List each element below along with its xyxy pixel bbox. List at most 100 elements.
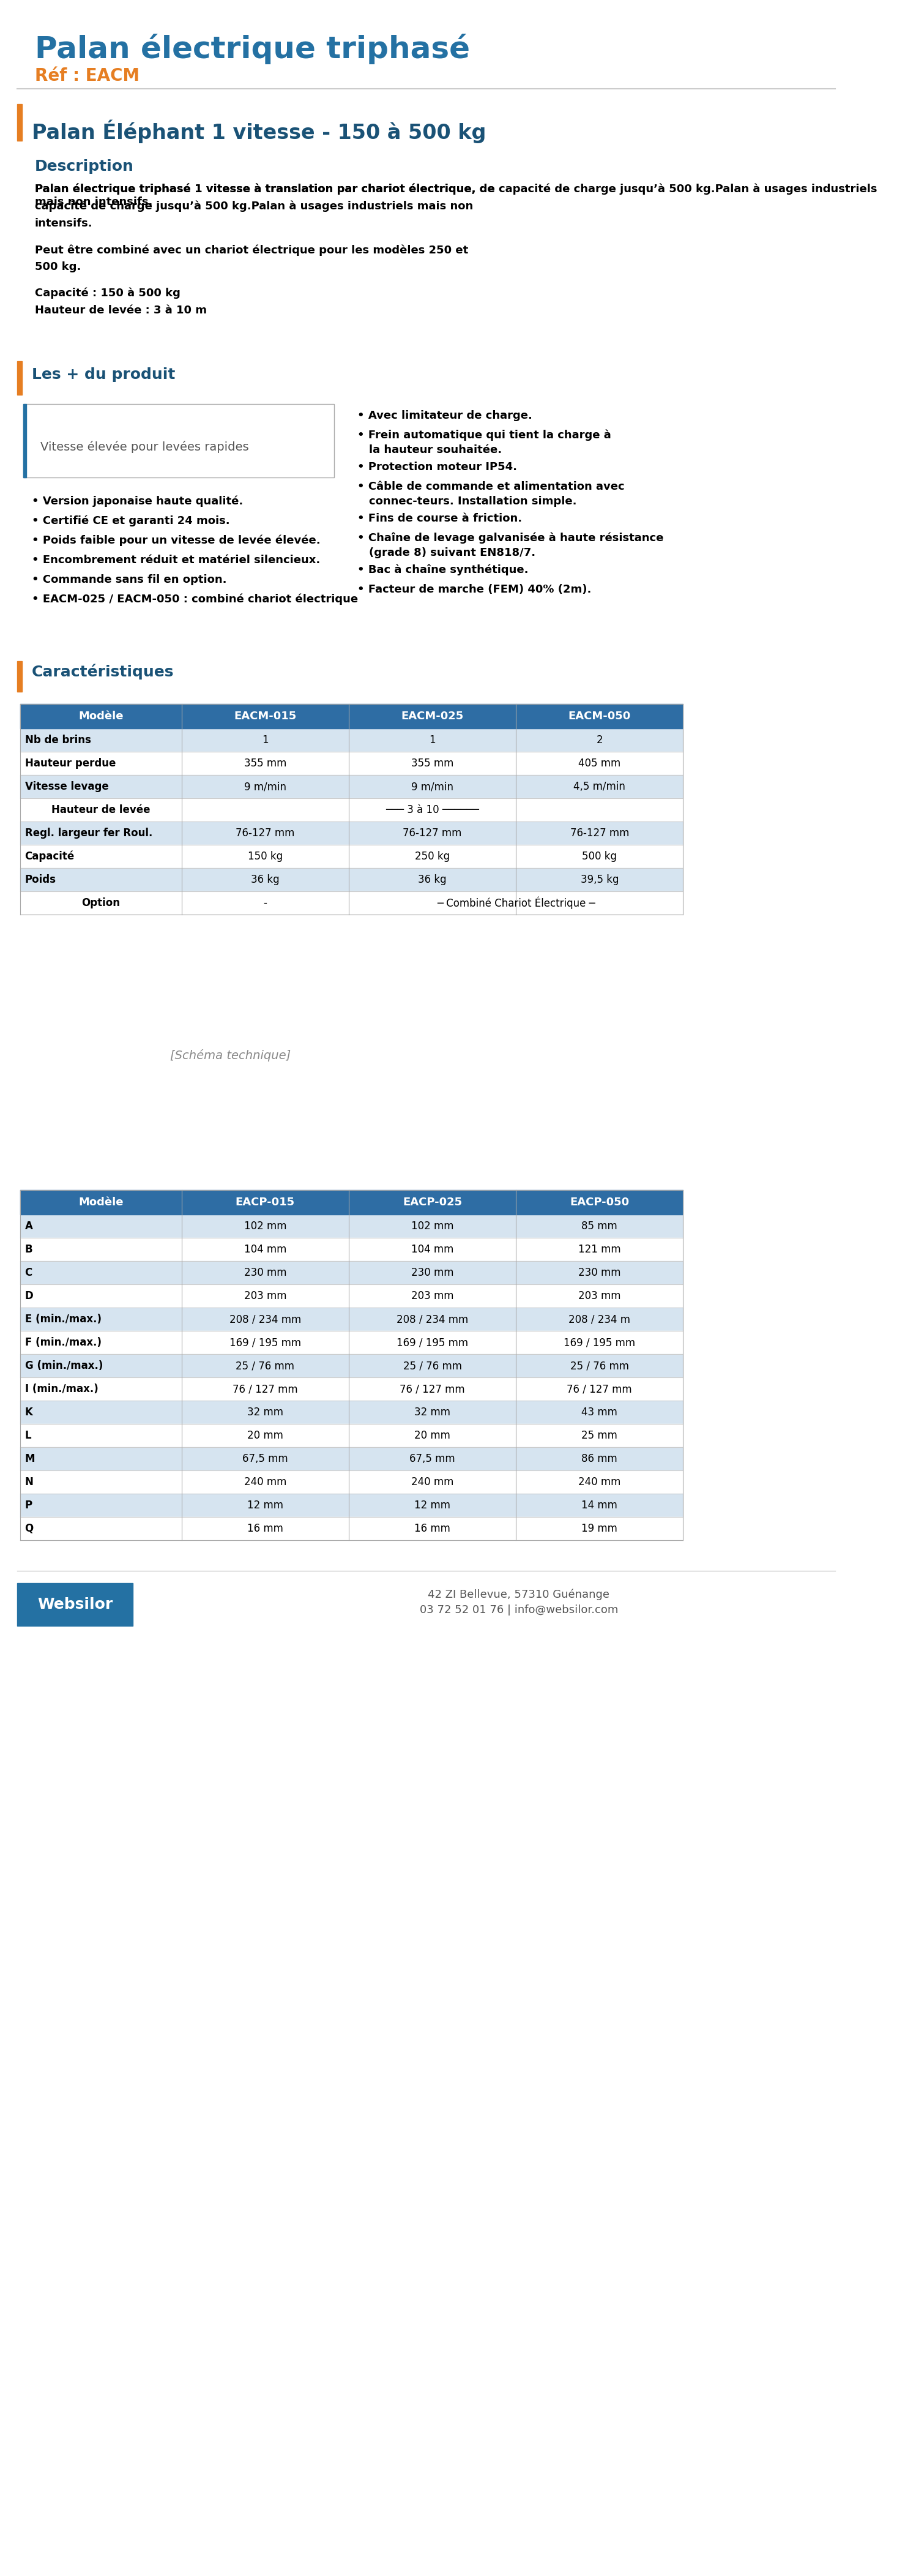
Bar bbox=[20, 1378, 683, 1401]
Text: P: P bbox=[24, 1499, 33, 1512]
Text: 104 mm: 104 mm bbox=[244, 1244, 286, 1255]
Text: 208 / 234 m: 208 / 234 m bbox=[568, 1314, 631, 1324]
Text: C: C bbox=[24, 1267, 33, 1278]
Text: 203 mm: 203 mm bbox=[244, 1291, 287, 1301]
Text: 230 mm: 230 mm bbox=[244, 1267, 287, 1278]
Text: 76-127 mm: 76-127 mm bbox=[403, 827, 462, 840]
Text: 32 mm: 32 mm bbox=[247, 1406, 283, 1417]
Bar bbox=[20, 1190, 182, 1213]
Text: (grade 8) suivant EN818/7.: (grade 8) suivant EN818/7. bbox=[369, 546, 536, 559]
Text: • Frein automatique qui tient la charge à: • Frein automatique qui tient la charge … bbox=[357, 430, 611, 440]
Bar bbox=[20, 1285, 683, 1309]
Text: 25 / 76 mm: 25 / 76 mm bbox=[403, 1360, 462, 1370]
Text: • Protection moteur IP54.: • Protection moteur IP54. bbox=[357, 461, 517, 471]
Text: 36 kg: 36 kg bbox=[251, 873, 280, 886]
Text: la hauteur souhaitée.: la hauteur souhaitée. bbox=[369, 446, 501, 456]
FancyBboxPatch shape bbox=[23, 404, 334, 477]
Text: • Facteur de marche (FEM) 40% (2m).: • Facteur de marche (FEM) 40% (2m). bbox=[357, 585, 591, 595]
Text: 500 kg.: 500 kg. bbox=[34, 260, 81, 273]
Text: N: N bbox=[24, 1476, 33, 1486]
Text: • Commande sans fil en option.: • Commande sans fil en option. bbox=[32, 574, 226, 585]
Bar bbox=[20, 868, 683, 891]
Text: 12 mm: 12 mm bbox=[414, 1499, 451, 1512]
Text: 203 mm: 203 mm bbox=[578, 1291, 621, 1301]
Text: -: - bbox=[263, 896, 267, 909]
Text: Hauteur de levée : 3 à 10 m: Hauteur de levée : 3 à 10 m bbox=[34, 304, 206, 317]
Text: Vitesse élevée pour levées rapides: Vitesse élevée pour levées rapides bbox=[41, 440, 249, 453]
Bar bbox=[348, 703, 516, 729]
Text: EACM-025: EACM-025 bbox=[401, 711, 463, 721]
Text: 9 m/min: 9 m/min bbox=[244, 781, 286, 793]
Bar bbox=[20, 1401, 683, 1425]
Text: G (min./max.): G (min./max.) bbox=[24, 1360, 103, 1370]
Bar bbox=[20, 1517, 683, 1540]
Text: Regl. largeur fer Roul.: Regl. largeur fer Roul. bbox=[24, 827, 152, 840]
Text: B: B bbox=[24, 1244, 33, 1255]
Text: 42 ZI Bellevue, 57310 Guénange: 42 ZI Bellevue, 57310 Guénange bbox=[428, 1589, 610, 1600]
Text: Réf : EACM: Réf : EACM bbox=[34, 67, 139, 85]
Bar bbox=[20, 1471, 683, 1494]
Text: 1: 1 bbox=[429, 734, 435, 744]
Text: Les + du produit: Les + du produit bbox=[32, 368, 176, 381]
Bar bbox=[20, 1262, 683, 1285]
Text: Palan Éléphant 1 vitesse - 150 à 500 kg: Palan Éléphant 1 vitesse - 150 à 500 kg bbox=[32, 118, 486, 142]
Text: 102 mm: 102 mm bbox=[411, 1221, 453, 1231]
Text: 355 mm: 355 mm bbox=[411, 757, 453, 768]
Text: 500 kg: 500 kg bbox=[582, 850, 617, 863]
Text: 121 mm: 121 mm bbox=[578, 1244, 621, 1255]
Text: E (min./max.): E (min./max.) bbox=[24, 1314, 101, 1324]
Bar bbox=[20, 1448, 683, 1471]
Text: Peut être combiné avec un chariot électrique pour les modèles 250 et: Peut être combiné avec un chariot électr… bbox=[34, 245, 468, 255]
Bar bbox=[17, 1584, 133, 1625]
Text: EACP-025: EACP-025 bbox=[403, 1198, 462, 1208]
Text: 20 mm: 20 mm bbox=[247, 1430, 283, 1440]
Bar bbox=[20, 1425, 683, 1448]
Bar bbox=[20, 1494, 683, 1517]
Text: M: M bbox=[24, 1453, 35, 1463]
Text: 85 mm: 85 mm bbox=[582, 1221, 617, 1231]
Text: capacité de charge jusqu’à 500 kg.Palan à usages industriels mais non: capacité de charge jusqu’à 500 kg.Palan … bbox=[34, 201, 472, 211]
Text: • Bac à chaîne synthétique.: • Bac à chaîne synthétique. bbox=[357, 564, 529, 577]
Text: 102 mm: 102 mm bbox=[244, 1221, 287, 1231]
Text: • Fins de course à friction.: • Fins de course à friction. bbox=[357, 513, 522, 523]
Text: Hauteur de levée: Hauteur de levée bbox=[52, 804, 150, 817]
Text: 25 / 76 mm: 25 / 76 mm bbox=[236, 1360, 294, 1370]
Text: connec-teurs. Installation simple.: connec-teurs. Installation simple. bbox=[369, 495, 576, 507]
Text: Hauteur perdue: Hauteur perdue bbox=[24, 757, 116, 768]
Text: Modèle: Modèle bbox=[79, 1198, 123, 1208]
Text: Modèle: Modèle bbox=[79, 711, 123, 721]
Text: 208 / 234 mm: 208 / 234 mm bbox=[229, 1314, 301, 1324]
Text: • Câble de commande et alimentation avec: • Câble de commande et alimentation avec bbox=[357, 482, 624, 492]
Text: 67,5 mm: 67,5 mm bbox=[410, 1453, 455, 1463]
Text: EACM-015: EACM-015 bbox=[233, 711, 297, 721]
Text: 240 mm: 240 mm bbox=[244, 1476, 286, 1486]
Bar bbox=[20, 1309, 683, 1332]
Text: 16 mm: 16 mm bbox=[414, 1522, 451, 1535]
Text: 250 kg: 250 kg bbox=[414, 850, 450, 863]
Bar bbox=[17, 662, 22, 693]
Text: ─── 3 à 10 ──────: ─── 3 à 10 ────── bbox=[386, 804, 479, 817]
Bar bbox=[20, 845, 683, 868]
Text: 2: 2 bbox=[596, 734, 603, 744]
Text: 25 / 76 mm: 25 / 76 mm bbox=[570, 1360, 629, 1370]
Text: EACP-050: EACP-050 bbox=[570, 1198, 629, 1208]
Bar bbox=[516, 1190, 683, 1213]
Text: 169 / 195 mm: 169 / 195 mm bbox=[229, 1337, 301, 1347]
Text: F (min./max.): F (min./max.) bbox=[24, 1337, 101, 1347]
Text: 76-127 mm: 76-127 mm bbox=[235, 827, 295, 840]
Text: 14 mm: 14 mm bbox=[582, 1499, 617, 1512]
Text: 150 kg: 150 kg bbox=[248, 850, 282, 863]
Text: 203 mm: 203 mm bbox=[411, 1291, 453, 1301]
Text: 4,5 m/min: 4,5 m/min bbox=[574, 781, 625, 793]
Text: • Certifié CE et garanti 24 mois.: • Certifié CE et garanti 24 mois. bbox=[32, 515, 230, 526]
Bar bbox=[20, 1213, 683, 1239]
Text: 36 kg: 36 kg bbox=[418, 873, 446, 886]
Text: 240 mm: 240 mm bbox=[578, 1476, 621, 1486]
Text: 104 mm: 104 mm bbox=[411, 1244, 453, 1255]
Text: Nb de brins: Nb de brins bbox=[24, 734, 90, 744]
Bar bbox=[516, 703, 683, 729]
Bar bbox=[20, 1332, 683, 1355]
Text: 43 mm: 43 mm bbox=[582, 1406, 617, 1417]
Text: 230 mm: 230 mm bbox=[411, 1267, 453, 1278]
Bar bbox=[348, 1190, 516, 1213]
